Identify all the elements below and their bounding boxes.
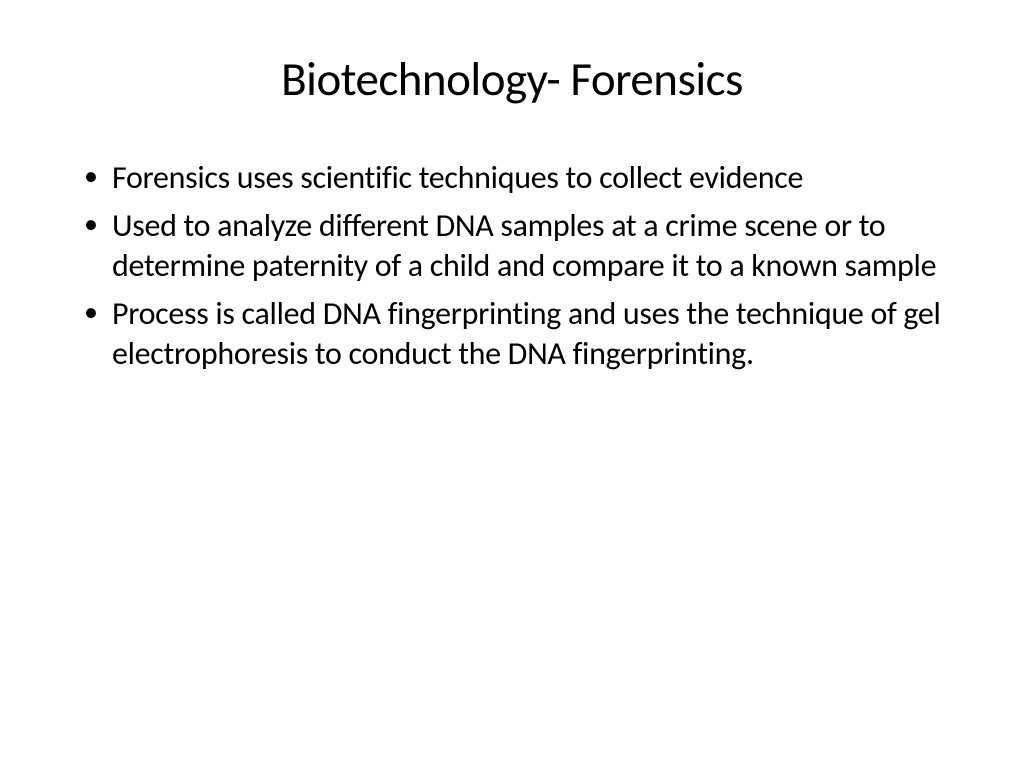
slide-body: Forensics uses scientific techniques to … (70, 158, 954, 374)
bullet-item: Forensics uses scientific techniques to … (80, 158, 954, 198)
bullet-item: Process is called DNA fingerprinting and… (80, 294, 954, 374)
bullet-list: Forensics uses scientific techniques to … (80, 158, 954, 374)
slide-container: Biotechnology- Forensics Forensics uses … (0, 0, 1024, 768)
bullet-item: Used to analyze different DNA samples at… (80, 206, 954, 286)
slide-title: Biotechnology- Forensics (70, 50, 954, 108)
